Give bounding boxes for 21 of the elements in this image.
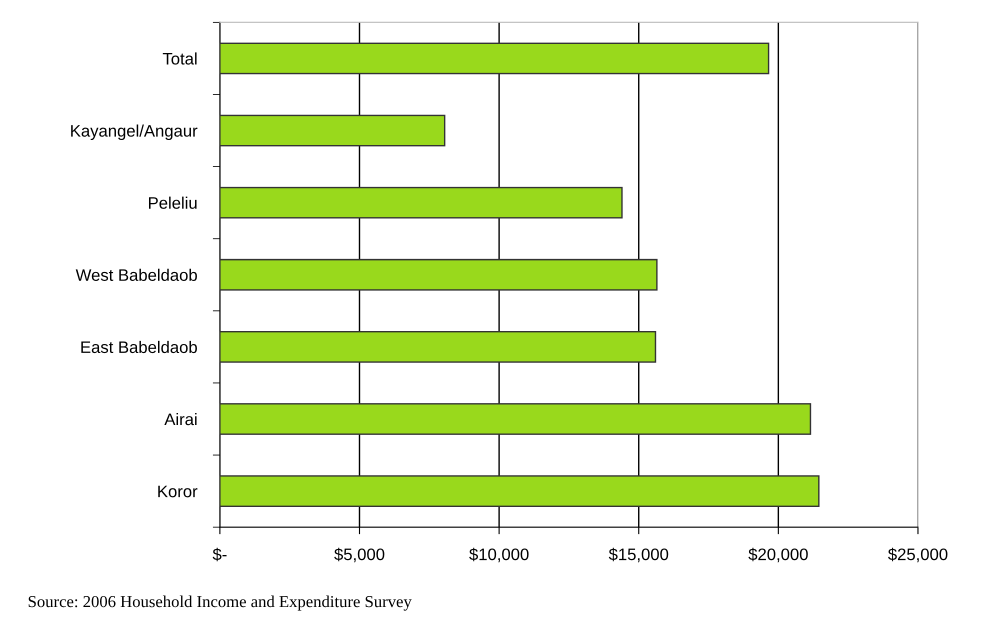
y-tick-label: Total [162, 52, 197, 65]
bar [220, 475, 820, 507]
bar [220, 186, 623, 218]
x-tick-label: $20,000 [748, 548, 808, 562]
y-tick-label: Koror [158, 486, 198, 498]
bar [220, 258, 658, 291]
y-tick-label: Peleliu [148, 196, 197, 209]
source-note: Source: 2006 Household Income and Expenditure Survey [28, 595, 412, 611]
x-tick-label: $5,000 [334, 548, 384, 562]
x-tick-label: $25,000 [888, 548, 948, 562]
y-tick-label: Airai [164, 412, 197, 426]
bar [220, 42, 770, 74]
x-tick-label: $- [212, 548, 227, 562]
bar [220, 331, 656, 363]
x-tick-label: $10,000 [469, 548, 529, 562]
y-tick-label: Kayangel/Angaur [71, 124, 198, 140]
y-tick-label: East Babeldaob [81, 340, 197, 354]
bar [220, 403, 812, 435]
y-tick-label: West Babeldaob [76, 268, 197, 281]
bar [220, 114, 446, 146]
x-tick-label: $15,000 [608, 548, 668, 562]
